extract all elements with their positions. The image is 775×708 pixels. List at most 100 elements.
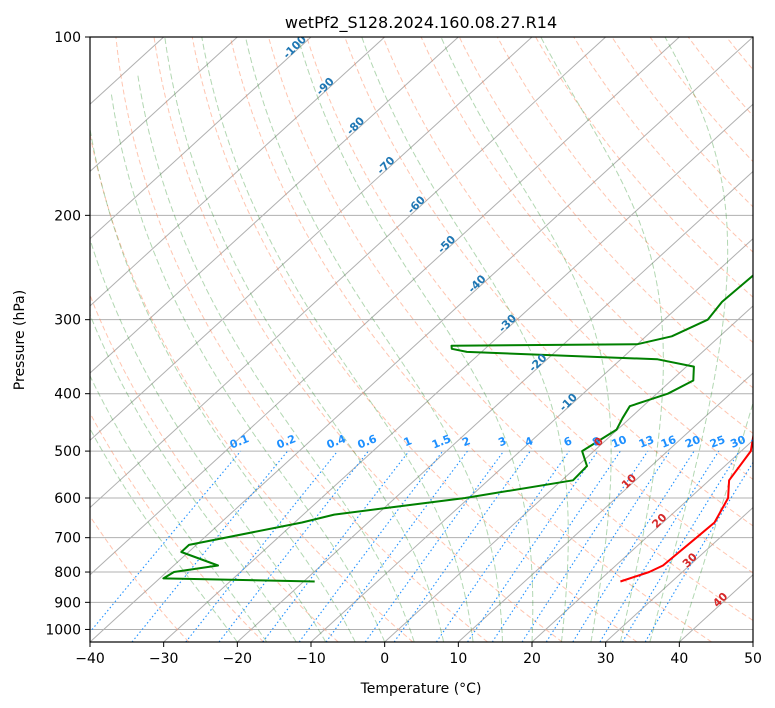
moist-adiabat xyxy=(110,94,386,642)
isotherm-line xyxy=(236,170,753,642)
moist-adiabat xyxy=(90,427,238,642)
mixing-ratio-line xyxy=(621,450,740,642)
dry-adiabat xyxy=(458,37,753,389)
y-tick-label: 600 xyxy=(54,491,81,507)
plot-frame xyxy=(89,36,754,643)
moist-adiabat xyxy=(440,37,612,642)
x-tick-label: 40 xyxy=(670,651,688,667)
x-tick-label: 50 xyxy=(744,651,762,667)
isotherm-line xyxy=(90,37,533,442)
mixing-ratio-label: 3 xyxy=(496,434,508,449)
x-axis-label: Temperature (°C) xyxy=(360,681,482,697)
mixing-ratio-label: 30 xyxy=(728,433,747,451)
moist-adiabat xyxy=(540,37,664,642)
moist-adiabat xyxy=(90,313,297,642)
moist-adiabat xyxy=(649,37,729,642)
isotherm-line xyxy=(90,37,753,642)
x-tick-label: 30 xyxy=(597,651,615,667)
mixing-ratio-line xyxy=(599,450,720,642)
dry-adiabat xyxy=(496,37,753,344)
moist-adiabat xyxy=(90,374,268,642)
mixing-ratio-line xyxy=(572,450,695,642)
isotherm-line xyxy=(531,439,753,642)
dry-adiabat xyxy=(115,37,488,642)
isotherm-line xyxy=(90,37,238,173)
moist-adiabat xyxy=(90,237,327,642)
x-tick-label: −40 xyxy=(75,651,105,667)
y-tick-label: 200 xyxy=(54,208,81,224)
y-tick-label: 900 xyxy=(54,595,81,611)
dry-adiabat xyxy=(90,293,339,642)
isotherm-line xyxy=(384,305,753,642)
dry-adiabat xyxy=(420,37,753,434)
dry-adiabat xyxy=(268,37,753,622)
moist-adiabat xyxy=(678,401,753,642)
mixing-ratio-line xyxy=(131,450,289,642)
mixing-ratio-line xyxy=(262,450,410,642)
moist-adiabat xyxy=(361,37,569,642)
x-tick-label: 20 xyxy=(523,651,541,667)
mixing-ratio-line xyxy=(467,450,599,642)
mixing-ratio-label: 16 xyxy=(659,433,678,451)
dry-adiabat xyxy=(306,37,753,574)
y-tick-label: 400 xyxy=(54,387,81,403)
y-tick-label: 1000 xyxy=(45,622,81,638)
x-tick-label: −20 xyxy=(223,651,253,667)
y-tick-label: 100 xyxy=(54,30,81,46)
isotherm-line xyxy=(310,237,753,642)
mixing-ratio-label: 25 xyxy=(708,433,727,451)
dry-adiabat xyxy=(90,131,414,642)
moist-adiabat xyxy=(245,37,503,642)
mixing-ratio-label: 36 xyxy=(749,433,768,451)
chart-title: wetPf2_S128.2024.160.08.27.R14 xyxy=(285,13,557,33)
sounding-lines xyxy=(162,274,753,583)
x-tick-label: 0 xyxy=(380,651,389,667)
dry-adiabat xyxy=(649,37,753,163)
dry-adiabat xyxy=(382,37,753,481)
mixing-ratio-line xyxy=(644,461,753,642)
mixing-ratio-label: 10 xyxy=(610,433,629,451)
mixing-ratio-line xyxy=(90,450,242,633)
mixing-ratio-line xyxy=(393,450,531,642)
moist-adiabat xyxy=(90,125,356,642)
dewpoint-line xyxy=(162,274,753,583)
y-tick-label: 800 xyxy=(54,565,81,581)
mixing-ratio-line xyxy=(218,450,369,642)
isotherm-line xyxy=(90,37,459,374)
mixing-ratio-line xyxy=(545,450,671,642)
moist-adiabat xyxy=(201,37,474,642)
mixing-ratio-line xyxy=(185,450,339,642)
dry-adiabat xyxy=(611,37,753,208)
dry-adiabat xyxy=(535,37,753,298)
background-lines xyxy=(90,37,753,642)
x-tick-label: 10 xyxy=(449,651,467,667)
axis-ticks: −40 −30 −20 −10 0 10 20 30 40 50 100 200 300 400 500 60… xyxy=(45,30,762,667)
isotherm-line xyxy=(457,372,753,642)
mixing-ratio-label: 13 xyxy=(637,433,656,451)
y-tick-label: 700 xyxy=(54,531,81,547)
isotherm-line xyxy=(605,506,753,642)
moist-adiabat xyxy=(297,37,534,642)
mixing-ratio-label: 2 xyxy=(460,434,472,449)
dry-adiabat xyxy=(90,515,190,642)
isotherm-line xyxy=(90,37,386,307)
isotherm-line xyxy=(90,37,680,576)
temperature-line xyxy=(620,431,753,583)
dry-adiabat xyxy=(229,37,712,642)
x-tick-label: −30 xyxy=(149,651,179,667)
dry-adiabat xyxy=(344,37,753,527)
x-tick-label: −10 xyxy=(296,651,326,667)
y-tick-label: 500 xyxy=(54,444,81,460)
moist-adiabat xyxy=(137,72,415,642)
mixing-ratio-label: 1 xyxy=(402,434,414,449)
y-tick-label: 300 xyxy=(54,313,81,329)
moist-adiabat xyxy=(164,37,445,642)
isotherm-line xyxy=(90,37,607,509)
isotherm-line xyxy=(163,103,753,642)
dry-adiabat xyxy=(191,37,638,642)
y-axis-label: Pressure (hPa) xyxy=(12,290,28,390)
mixing-ratio-label: 20 xyxy=(683,433,702,451)
isotherm-line xyxy=(90,37,312,240)
mixing-ratio-line xyxy=(364,450,505,642)
